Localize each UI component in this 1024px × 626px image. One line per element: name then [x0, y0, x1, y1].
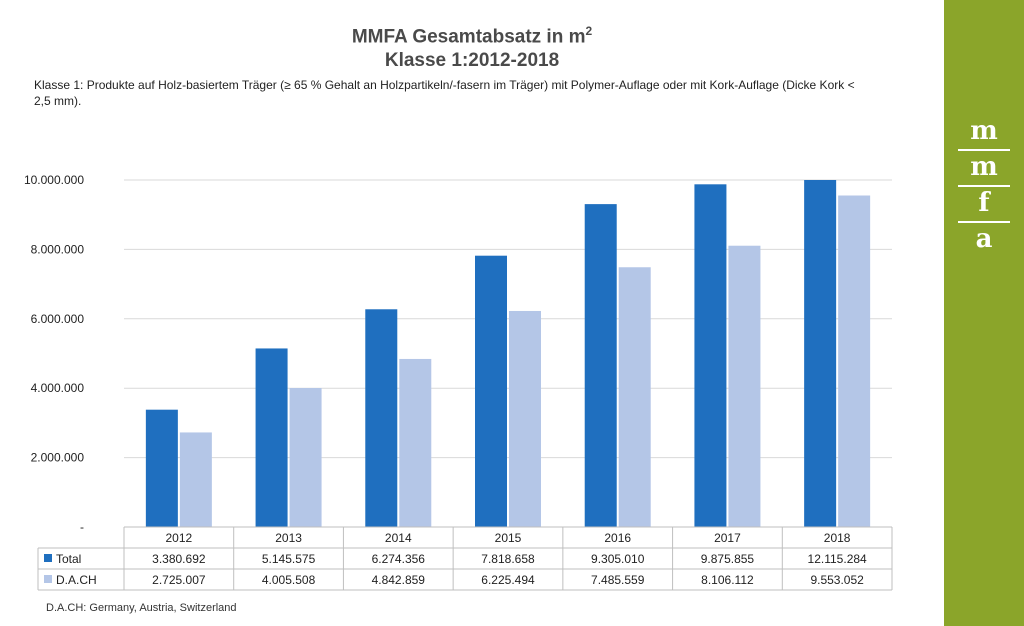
- y-tick-label: 4.000.000: [31, 381, 85, 395]
- x-tick-label: 2013: [275, 531, 302, 545]
- data-label: 8.106.112: [701, 573, 754, 587]
- data-label: 3.380.692: [152, 552, 206, 566]
- logo-divider: [958, 185, 1010, 187]
- class-description: Klasse 1: Produkte auf Holz-basiertem Tr…: [34, 78, 855, 108]
- chart-area: - 2.000.000 4.000.000 6.000.000 8.000.000 10.…: [24, 173, 893, 591]
- bar-dach: [618, 267, 651, 527]
- data-label: 2.725.007: [152, 573, 206, 587]
- bar-total: [145, 409, 178, 527]
- y-tick-label: -: [80, 520, 84, 534]
- bar-total: [584, 204, 617, 527]
- data-label: 4.005.508: [262, 573, 316, 587]
- x-tick-label: 2018: [824, 531, 851, 545]
- bar-total: [804, 180, 837, 527]
- data-label: 4.842.859: [372, 573, 426, 587]
- y-tick-label: 2.000.000: [31, 451, 85, 465]
- logo-letter: a: [975, 224, 993, 254]
- logo-letter: m: [970, 152, 998, 182]
- footnote: D.A.CH: Germany, Austria, Switzerland: [46, 602, 237, 614]
- x-tick-label: 2016: [604, 531, 631, 545]
- chart-title: MMFA Gesamtabsatz in m2: [0, 24, 944, 48]
- bar-total: [365, 309, 398, 527]
- bar-dach: [728, 245, 761, 528]
- bar-total: [694, 184, 727, 527]
- data-label: 7.485.559: [591, 573, 645, 587]
- logo-divider: [958, 221, 1010, 223]
- bar-dach: [399, 358, 432, 527]
- chart-title-text: MMFA Gesamtabsatz in m: [351, 26, 586, 48]
- data-label: 9.305.010: [591, 552, 645, 566]
- data-label: 7.818.658: [481, 552, 535, 566]
- mmfa-logo: m m f a: [944, 115, 1024, 257]
- x-tick-label: 2014: [385, 531, 412, 545]
- logo-letter: m: [970, 116, 998, 146]
- data-label: 9.875.855: [701, 552, 755, 566]
- bar-dach: [289, 388, 322, 527]
- data-label: 12.115.284: [808, 552, 867, 566]
- x-tick-label: 2012: [166, 531, 193, 545]
- legend-key: [44, 554, 52, 562]
- bar-total: [475, 255, 507, 527]
- chart-title-superscript: 2: [585, 24, 593, 38]
- data-label: 6.225.494: [481, 573, 535, 587]
- x-tick-label: 2017: [714, 531, 741, 545]
- bar-total: [255, 348, 288, 527]
- chart-subtitle: Klasse 1:2012-2018: [384, 50, 560, 71]
- y-tick-label: 10.000.000: [24, 173, 84, 187]
- data-label: 9.553.052: [810, 573, 864, 587]
- data-label: 6.274.356: [372, 552, 426, 566]
- logo-letter: f: [978, 188, 990, 218]
- bar-dach: [179, 432, 212, 527]
- bar-dach: [838, 195, 871, 527]
- bar-dach: [509, 310, 541, 527]
- logo-divider: [958, 149, 1010, 151]
- brand-sidebar: m m f a: [944, 0, 1024, 626]
- y-tick-label: 6.000.000: [31, 312, 85, 326]
- series-name: D.A.CH: [56, 573, 97, 587]
- legend-key: [44, 575, 52, 583]
- data-label: 5.145.575: [262, 552, 316, 566]
- x-tick-label: 2015: [495, 531, 522, 545]
- y-tick-label: 8.000.000: [31, 242, 85, 256]
- series-name: Total: [56, 552, 81, 566]
